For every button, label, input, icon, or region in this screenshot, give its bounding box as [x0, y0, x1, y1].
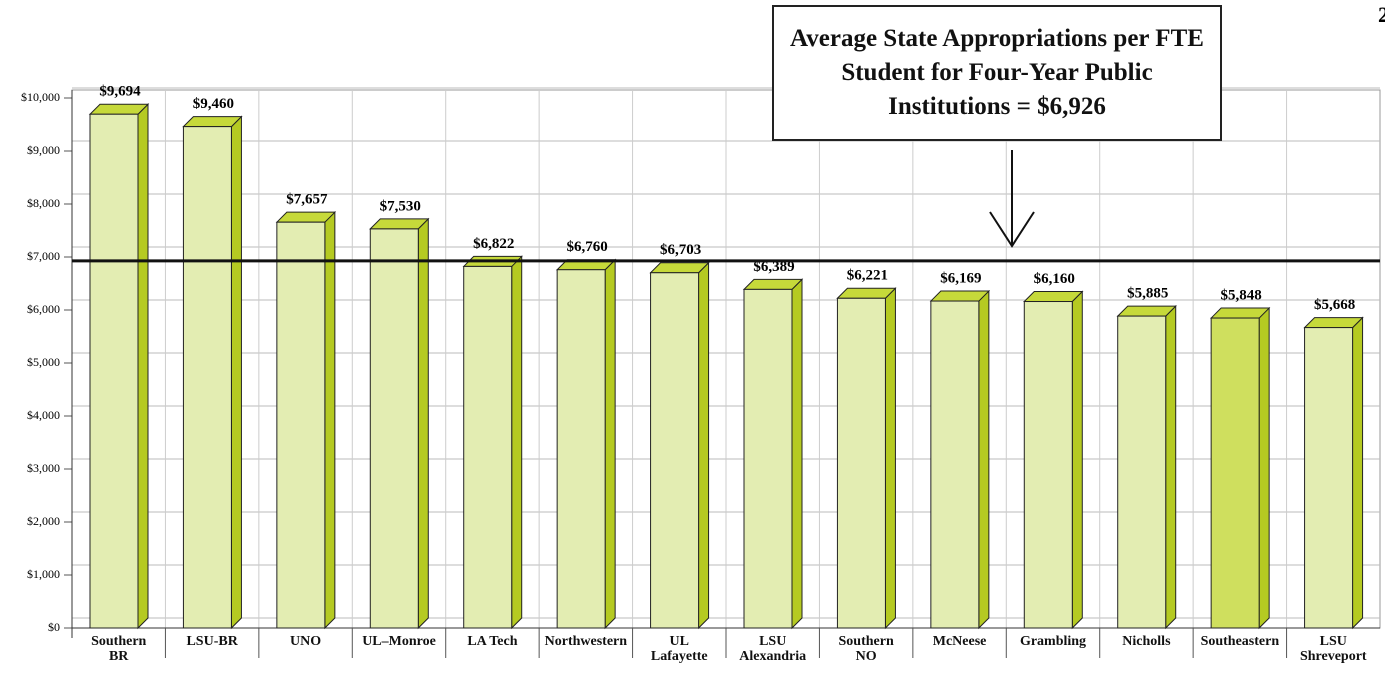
bar-side: [1071, 290, 1083, 630]
bar-side: [324, 210, 336, 630]
bar-side: [137, 103, 149, 630]
bar: [182, 126, 232, 629]
bar-top: [742, 278, 804, 290]
bar-top: [1023, 291, 1084, 303]
value-label: $5,885: [1127, 286, 1168, 302]
bar-side: [791, 278, 803, 630]
x-tick-label: UL–Monroe: [362, 634, 436, 649]
x-tick-label: Southern BR: [91, 634, 147, 664]
value-label: $6,760: [567, 239, 608, 255]
value-label: $7,530: [380, 198, 421, 214]
annotation: Average State Appropriations per FTE Stu…: [772, 5, 1222, 141]
y-tick-label: $8,000: [27, 196, 60, 210]
value-label: $6,160: [1034, 271, 1075, 287]
x-tick-label: LSU-BR: [186, 634, 238, 649]
bar: [1210, 317, 1260, 629]
bar-top: [836, 287, 897, 299]
x-tick-label: LSU Alexandria: [739, 634, 807, 664]
x-tick-label: UL Lafayette: [650, 634, 708, 664]
bar: [836, 297, 886, 629]
bar: [369, 228, 419, 629]
bar: [1117, 315, 1167, 629]
x-tick-label: Nicholls: [1122, 634, 1171, 649]
value-label: $7,657: [286, 192, 328, 208]
value-label: $5,668: [1314, 297, 1355, 313]
bar: [930, 300, 980, 629]
value-label: $9,694: [99, 84, 141, 100]
bar: [650, 272, 700, 629]
bar-top: [649, 262, 710, 274]
y-tick-label: $5,000: [27, 355, 60, 369]
bar-top: [929, 290, 991, 302]
bar-top: [275, 211, 337, 223]
bar-top: [1303, 317, 1364, 329]
bar-side: [1165, 304, 1177, 630]
bar: [1023, 301, 1073, 629]
bar: [276, 221, 326, 629]
x-tick-label: McNeese: [932, 634, 987, 649]
bar-top: [1209, 307, 1271, 319]
bar-side: [511, 255, 523, 630]
page-number: 2: [1378, 2, 1385, 27]
y-tick-label: $9,000: [27, 143, 60, 157]
bar: [556, 269, 606, 629]
y-tick-label: $1,000: [27, 567, 60, 581]
value-label: $6,221: [847, 268, 888, 284]
x-tick-label: Northwestern: [544, 634, 628, 649]
y-tick-label: $3,000: [27, 461, 60, 475]
x-tick-label: Southern NO: [838, 634, 894, 664]
value-label: $6,703: [660, 242, 701, 258]
y-tick-label: $6,000: [27, 302, 60, 316]
bar-side: [1258, 306, 1270, 630]
value-label: $9,460: [193, 96, 234, 112]
x-tick-label: UNO: [290, 634, 322, 649]
bar-side: [1352, 316, 1364, 630]
value-label: $5,848: [1221, 287, 1262, 303]
bar-top: [1116, 305, 1177, 317]
bar-top: [369, 218, 430, 230]
y-tick-label: $4,000: [27, 408, 60, 422]
y-tick-label: $2,000: [27, 514, 60, 528]
x-tick-label: Grambling: [1019, 634, 1087, 649]
value-label: $6,822: [473, 236, 514, 252]
bar-side: [417, 217, 429, 630]
x-tick-label: Southeastern: [1200, 634, 1280, 649]
value-label: $6,389: [753, 259, 794, 275]
bar-side: [884, 287, 896, 630]
bar-side: [698, 261, 710, 630]
bar-top: [182, 116, 243, 128]
y-tick-label: $10,000: [21, 90, 60, 104]
arrow-head: [989, 211, 1035, 248]
x-tick-label: LSU Shreveport: [1299, 634, 1367, 664]
value-label: $6,169: [940, 270, 981, 286]
bar-side: [604, 258, 616, 630]
bar: [1304, 327, 1354, 629]
bar-side: [230, 115, 242, 630]
y-tick-label: $0: [48, 620, 60, 634]
bar: [463, 265, 513, 629]
x-tick-label: LA Tech: [467, 634, 518, 649]
bar: [89, 113, 139, 629]
bar: [743, 288, 793, 629]
bar-top: [88, 103, 150, 115]
bar-side: [978, 289, 990, 630]
y-tick-label: $7,000: [27, 249, 60, 263]
